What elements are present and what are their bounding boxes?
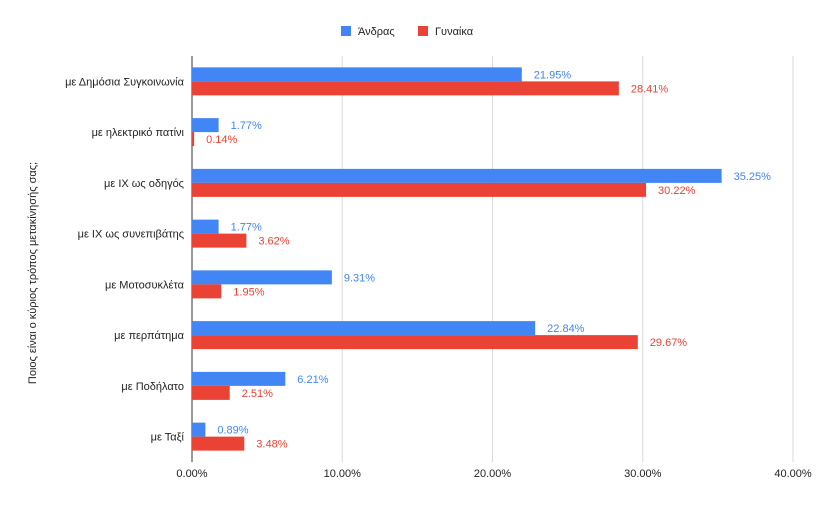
data-label: 0.89% xyxy=(217,425,248,437)
bar-gynaika xyxy=(192,233,247,248)
bar-gynaika xyxy=(192,436,245,451)
x-tick-label: 20.00% xyxy=(474,468,512,480)
data-label: 2.51% xyxy=(242,388,273,400)
data-label: 1.95% xyxy=(233,286,264,298)
legend-label-gynaika: Γυναίκα xyxy=(435,26,474,38)
data-label: 6.21% xyxy=(297,374,328,386)
bars xyxy=(192,67,722,451)
legend: Άνδρας Γυναίκα xyxy=(341,26,474,38)
data-label: 22.84% xyxy=(547,323,585,335)
x-tick-label: 40.00% xyxy=(774,468,812,480)
bar-gynaika xyxy=(192,182,647,197)
data-label: 3.48% xyxy=(256,439,287,451)
category-label: με Ποδήλατο xyxy=(121,381,184,393)
bar-andras xyxy=(192,219,219,234)
bar-andras xyxy=(192,422,206,437)
data-label: 21.95% xyxy=(534,69,572,81)
data-label: 0.14% xyxy=(206,134,237,146)
bar-gynaika xyxy=(192,385,230,400)
data-label: 9.31% xyxy=(344,272,375,284)
legend-swatch-gynaika xyxy=(418,26,428,36)
bar-gynaika xyxy=(192,81,619,96)
legend-label-andras: Άνδρας xyxy=(358,26,395,38)
gridlines xyxy=(191,56,794,462)
data-label: 1.77% xyxy=(231,120,262,132)
y-axis-label: Ποιος είναι ο κύριος τρόπος μετακίνησής … xyxy=(27,162,39,384)
bar-andras xyxy=(192,67,522,82)
x-tick-labels: 0.00% 10.00% 20.00% 30.00% 40.00% xyxy=(176,468,811,480)
data-label: 35.25% xyxy=(734,171,772,183)
category-label: με Δημόσια Συγκοινωνία xyxy=(65,76,185,88)
data-label: 1.77% xyxy=(231,222,262,234)
bar-gynaika xyxy=(192,335,638,350)
x-tick-label: 10.00% xyxy=(324,468,362,480)
bar-andras xyxy=(192,371,286,386)
data-label: 28.41% xyxy=(631,83,669,95)
bar-andras xyxy=(192,321,536,336)
data-label: 29.67% xyxy=(650,337,688,349)
category-label: με ΙΧ ως συνεπιβάτης xyxy=(78,229,184,241)
bar-andras xyxy=(192,270,332,285)
x-tick-label: 30.00% xyxy=(624,468,662,480)
data-label: 3.62% xyxy=(258,236,289,248)
category-label: με ΙΧ ως οδηγός xyxy=(104,178,184,190)
data-labels: 21.95% 28.41% 1.77% 0.14% 35.25% 30.22% 1.77% 3… xyxy=(206,69,771,450)
data-label: 30.22% xyxy=(658,185,696,197)
x-tick-label: 0.00% xyxy=(176,468,207,480)
bar-gynaika xyxy=(192,284,222,299)
bar-andras xyxy=(192,118,219,133)
category-label: με περπάτημα xyxy=(114,330,184,342)
category-label: με Ταξί xyxy=(151,432,185,444)
category-label: με ηλεκτρικό πατίνι xyxy=(92,127,185,139)
legend-swatch-andras xyxy=(341,26,351,36)
category-labels: με Δημόσια Συγκοινωνία με ηλεκτρικό πατίν… xyxy=(65,76,185,443)
bar-gynaika xyxy=(192,132,195,147)
category-label: με Μοτοσυκλέτα xyxy=(105,279,185,291)
bar-andras xyxy=(192,168,722,183)
